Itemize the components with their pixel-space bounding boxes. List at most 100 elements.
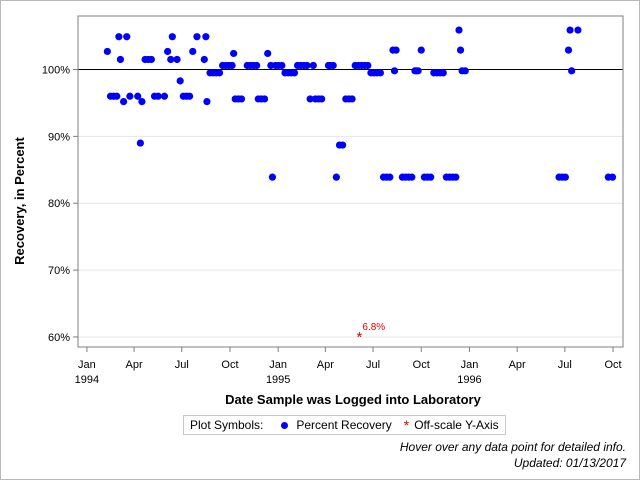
data-point xyxy=(306,95,314,103)
data-point xyxy=(574,26,582,34)
data-point xyxy=(414,67,422,75)
data-point xyxy=(237,95,246,103)
data-point xyxy=(392,46,400,54)
x-axis-title: Date Sample was Logged into Laboratory xyxy=(225,392,481,407)
data-point xyxy=(123,33,131,41)
data-point xyxy=(309,61,317,70)
x-tick-label: Jul xyxy=(558,359,572,371)
circle-marker-icon xyxy=(281,421,289,429)
legend-item-percent-recovery: Percent Recovery xyxy=(281,418,392,432)
data-point xyxy=(164,47,172,56)
data-point xyxy=(167,55,175,64)
x-tick-label: Oct xyxy=(413,359,430,371)
x-tick-label: Oct xyxy=(604,359,621,371)
data-point xyxy=(303,61,311,70)
y-tick-label: 100% xyxy=(42,64,70,76)
data-point xyxy=(138,97,146,106)
data-point xyxy=(116,55,125,64)
y-axis: 60% 70% 80% 90% 100% xyxy=(42,64,78,344)
star-marker-icon: * xyxy=(403,417,410,433)
data-point xyxy=(332,173,340,181)
data-point xyxy=(417,46,425,54)
data-point xyxy=(168,33,176,41)
x-tick-year-label: 1996 xyxy=(457,374,481,386)
x-tick-label: Oct xyxy=(221,359,238,371)
data-point xyxy=(564,46,573,54)
x-tick-label: Jan xyxy=(78,359,96,371)
x-tick-year-label: 1994 xyxy=(75,374,99,386)
data-point xyxy=(193,33,201,41)
data-point xyxy=(339,141,347,149)
data-point xyxy=(186,92,194,100)
y-tick-label: 60% xyxy=(48,332,70,344)
data-point xyxy=(290,69,299,77)
x-tick-year-label: 1995 xyxy=(266,374,290,386)
data-point xyxy=(203,97,211,106)
data-point xyxy=(215,69,224,77)
legend: Plot Symbols: Percent Recovery * Off-sca… xyxy=(183,415,506,435)
data-point xyxy=(173,55,181,64)
y-tick-label: 90% xyxy=(48,131,70,143)
legend-label-offscale: Off-scale Y-Axis xyxy=(414,418,499,432)
data-point xyxy=(147,55,155,64)
data-point xyxy=(119,97,128,106)
data-point xyxy=(348,95,356,103)
scatter-chart: 60% 70% 80% 90% 100% Jan 1994 Apr Jul Oct Jan 1995… xyxy=(12,15,624,407)
data-point xyxy=(566,26,574,34)
data-point xyxy=(386,173,394,181)
data-point xyxy=(439,69,447,77)
plot-frame xyxy=(77,15,624,348)
data-point xyxy=(189,47,197,56)
legend-title: Plot Symbols: xyxy=(190,418,264,432)
x-tick-label: Jan xyxy=(269,359,287,371)
updated-date: Updated: 01/13/2017 xyxy=(513,456,626,470)
data-point xyxy=(376,69,384,77)
data-point xyxy=(455,26,463,34)
data-point xyxy=(136,139,144,147)
data-point xyxy=(318,95,326,103)
data-point xyxy=(329,61,337,70)
data-point xyxy=(268,173,277,181)
offscale-points: *6.8% xyxy=(356,322,385,346)
data-point xyxy=(115,33,123,41)
legend-label-percent-recovery: Percent Recovery xyxy=(296,418,392,432)
data-point xyxy=(390,67,399,75)
x-tick-label: Jan xyxy=(461,359,479,371)
x-tick-label: Jul xyxy=(366,359,380,371)
data-point xyxy=(103,47,111,56)
data-point xyxy=(176,77,184,85)
x-tick-label: Apr xyxy=(317,359,334,371)
data-point xyxy=(561,173,569,181)
data-point xyxy=(154,92,162,100)
data-point xyxy=(456,46,465,54)
data-point xyxy=(228,61,236,70)
data-point xyxy=(260,95,269,103)
x-axis: Jan 1994 Apr Jul Oct Jan 1995 Apr Jul Oct Jan 1996 A… xyxy=(75,347,622,386)
data-point xyxy=(364,61,372,70)
hover-instruction: Hover over any data point for detailed i… xyxy=(399,440,626,454)
y-axis-title: Recovery, in Percent xyxy=(12,137,27,265)
data-point xyxy=(408,173,416,181)
data-point xyxy=(568,67,576,75)
data-point xyxy=(134,92,142,100)
data-point xyxy=(427,173,435,181)
offscale-point: * xyxy=(356,329,362,346)
data-point xyxy=(461,67,469,75)
data-point xyxy=(202,33,210,41)
data-point xyxy=(230,49,238,58)
x-tick-label: Apr xyxy=(509,359,526,371)
data-point xyxy=(278,61,286,70)
data-point xyxy=(608,173,617,181)
offscale-annotation: 6.8% xyxy=(362,322,385,333)
data-point xyxy=(253,61,261,70)
data-point xyxy=(113,92,121,100)
grid-lines xyxy=(78,68,623,338)
y-tick-label: 80% xyxy=(48,198,70,210)
legend-item-offscale: * Off-scale Y-Axis xyxy=(404,418,499,432)
data-point xyxy=(126,92,134,100)
x-tick-label: Apr xyxy=(126,359,143,371)
x-tick-label: Jul xyxy=(175,359,189,371)
data-point xyxy=(200,55,208,64)
data-points xyxy=(103,26,617,181)
